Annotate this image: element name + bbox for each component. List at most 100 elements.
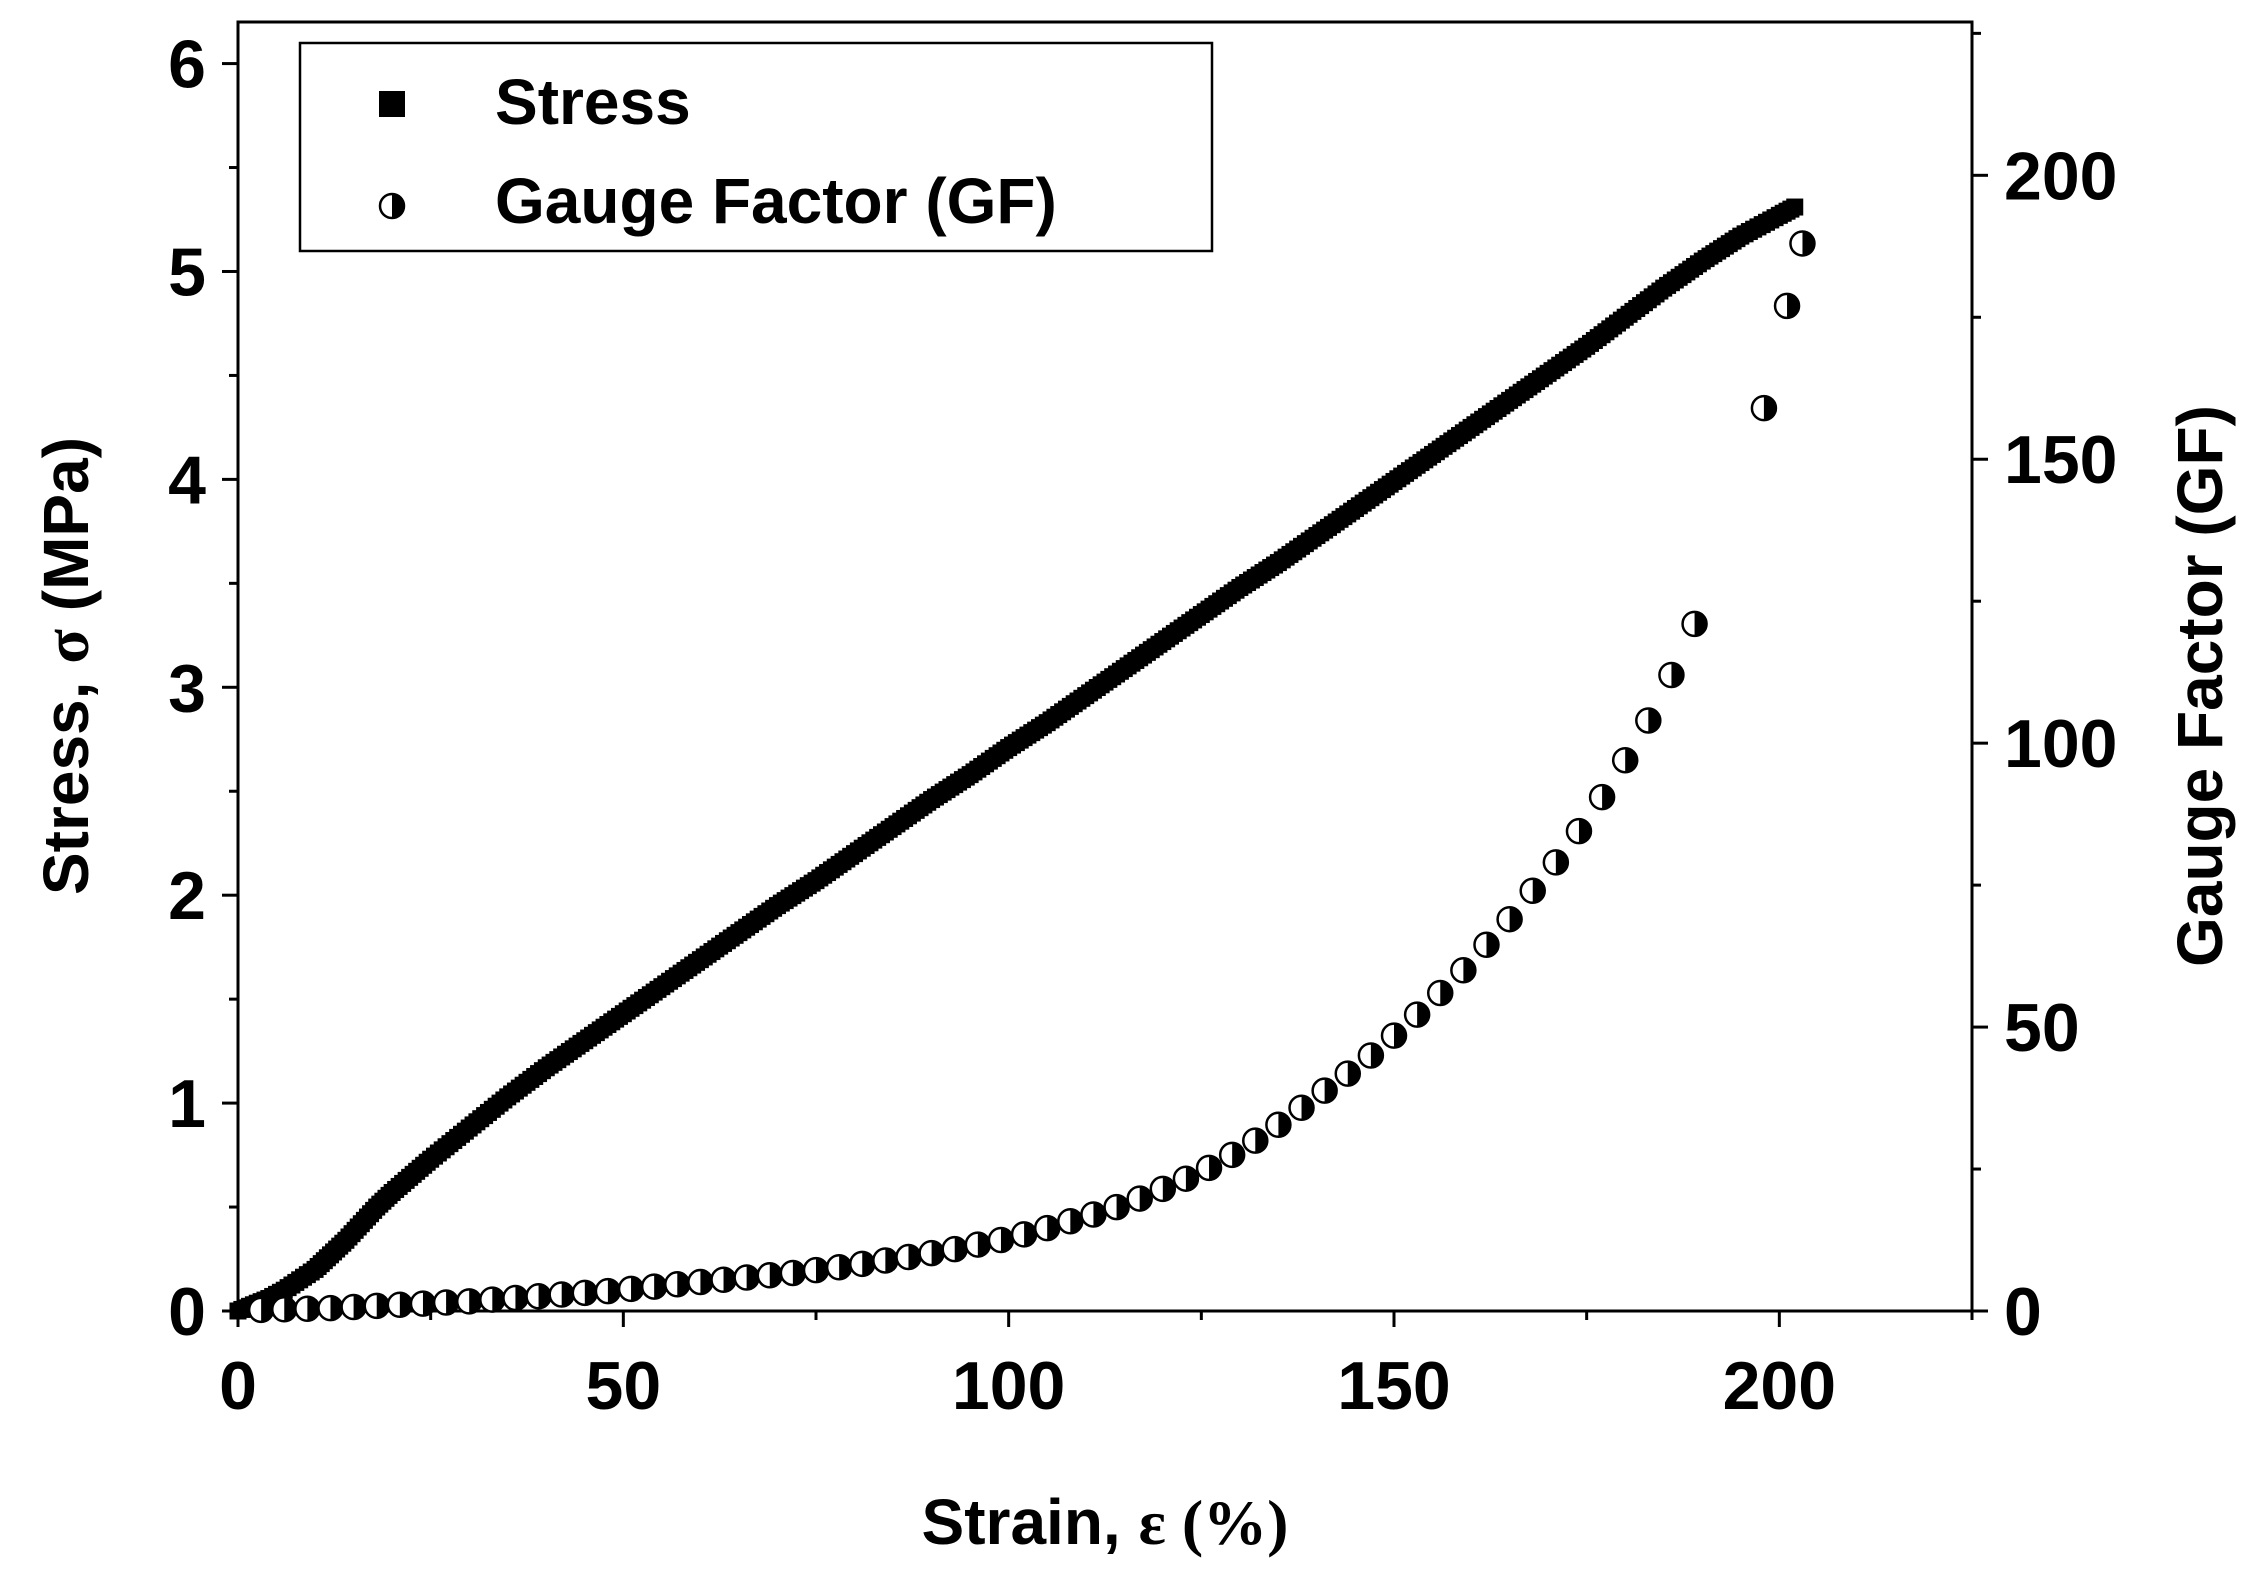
gf-point-fill [1370, 1043, 1383, 1068]
gf-point [386, 1291, 414, 1319]
gf-point-fill [1486, 932, 1499, 957]
gf-point-fill [1324, 1078, 1337, 1103]
gf-point [733, 1264, 760, 1291]
gf-point-fill [538, 1284, 551, 1309]
gf-point-fill [515, 1285, 528, 1310]
gf-point [1334, 1060, 1362, 1087]
gf-point-fill [261, 1297, 274, 1322]
gf-point [848, 1250, 876, 1278]
gf-point-fill [1162, 1176, 1175, 1201]
x-tick-label: 150 [1337, 1348, 1450, 1424]
gf-point-fill [1555, 850, 1568, 875]
gf-point [1611, 746, 1639, 774]
y-tick-label: 4 [168, 442, 206, 518]
gf-point [1450, 957, 1477, 984]
gf-point-fill [1694, 611, 1707, 636]
bottom-axis-ticks [236, 1311, 1974, 1327]
gf-point-fill [1440, 981, 1453, 1006]
gf-point-fill [1602, 785, 1615, 810]
y-tick-label: 3 [168, 650, 206, 726]
y-axis-title: Stress, σ (MPa) [30, 437, 102, 895]
gf-point-fill [1787, 293, 1800, 318]
gf-point-fill [1625, 748, 1638, 773]
legend-box [298, 41, 1214, 253]
plot-frame [236, 20, 1974, 1313]
gf-point-fill [1301, 1095, 1314, 1120]
y-tick-label: 5 [168, 234, 206, 310]
legend-gf-symbol-fill [392, 194, 404, 218]
y2-tick-label: 0 [2004, 1274, 2042, 1350]
gf-point-fill [1278, 1112, 1291, 1137]
gf-point [1288, 1094, 1315, 1121]
gf-point [409, 1290, 437, 1317]
gf-point-fill [1255, 1128, 1268, 1153]
gf-point-fill [1578, 819, 1591, 844]
gf-point [1473, 931, 1500, 958]
gf-point-fill [1648, 708, 1661, 733]
gf-point-fill [977, 1232, 990, 1257]
gf-point [1773, 292, 1801, 320]
y2-tick-labels: 0 50 100 150 200 [2004, 138, 2117, 1350]
gf-point [987, 1226, 1015, 1254]
gf-point [1103, 1193, 1130, 1221]
gf-point-fill [307, 1296, 320, 1321]
gf-point [1218, 1141, 1246, 1169]
gf-point [1681, 610, 1708, 638]
gf-point [825, 1254, 853, 1281]
y-tick-label: 2 [168, 858, 206, 934]
gf-point-fill [1093, 1202, 1106, 1227]
x-tick-label: 0 [219, 1348, 257, 1424]
gf-point [895, 1243, 922, 1271]
gf-point [1635, 707, 1662, 734]
gf-point [455, 1288, 483, 1315]
gf-point [1789, 230, 1816, 257]
gf-point [1149, 1175, 1177, 1203]
y-tick-label: 0 [168, 1274, 206, 1350]
gf-point-fill [607, 1279, 620, 1304]
gf-point [756, 1261, 784, 1289]
gf-point-fill [446, 1290, 459, 1315]
gf-point-fill [1532, 878, 1545, 903]
gf-point-fill [1047, 1216, 1060, 1241]
gf-point-fill [399, 1292, 412, 1317]
gauge-factor-series [247, 230, 1816, 1324]
x-tick-labels: 0 50 100 150 200 [219, 1348, 1836, 1424]
gf-point [1565, 817, 1593, 845]
stress-series [229, 198, 1804, 1320]
gf-point-fill [1209, 1155, 1222, 1180]
gf-point-fill [839, 1255, 852, 1280]
x-axis-title: Strain, ε (%) [922, 1486, 1289, 1558]
y2-tick-label: 100 [2004, 706, 2117, 782]
y2-tick-label: 50 [2004, 990, 2080, 1066]
gf-point-fill [1232, 1142, 1245, 1167]
legend-stress-label: Stress [495, 66, 691, 138]
gf-point [432, 1289, 460, 1316]
gf-point-fill [746, 1265, 759, 1290]
gf-point-fill [862, 1251, 875, 1276]
gf-point [664, 1271, 691, 1298]
y2-tick-label: 150 [2004, 422, 2117, 498]
gf-point [1658, 661, 1685, 689]
gf-point [710, 1266, 737, 1294]
gf-point-fill [376, 1293, 389, 1318]
gf-point-fill [1509, 907, 1522, 932]
gf-point [1750, 394, 1778, 422]
stress-point [1786, 198, 1804, 216]
gf-point-fill [1417, 1002, 1430, 1027]
gf-point [1080, 1201, 1107, 1228]
gf-point [1057, 1208, 1084, 1235]
gf-point [270, 1296, 298, 1323]
y2-axis-title: Gauge Factor (GF) [2164, 405, 2236, 967]
gf-point-fill [422, 1291, 435, 1316]
gf-point [1195, 1154, 1223, 1182]
gf-point [687, 1268, 714, 1296]
gf-point [1380, 1022, 1408, 1049]
gf-point-fill [1024, 1222, 1037, 1247]
gf-point [964, 1231, 992, 1258]
gf-point [802, 1256, 830, 1284]
gf-point-fill [885, 1248, 898, 1273]
gf-point [779, 1259, 807, 1287]
y-tick-label: 6 [168, 27, 206, 103]
